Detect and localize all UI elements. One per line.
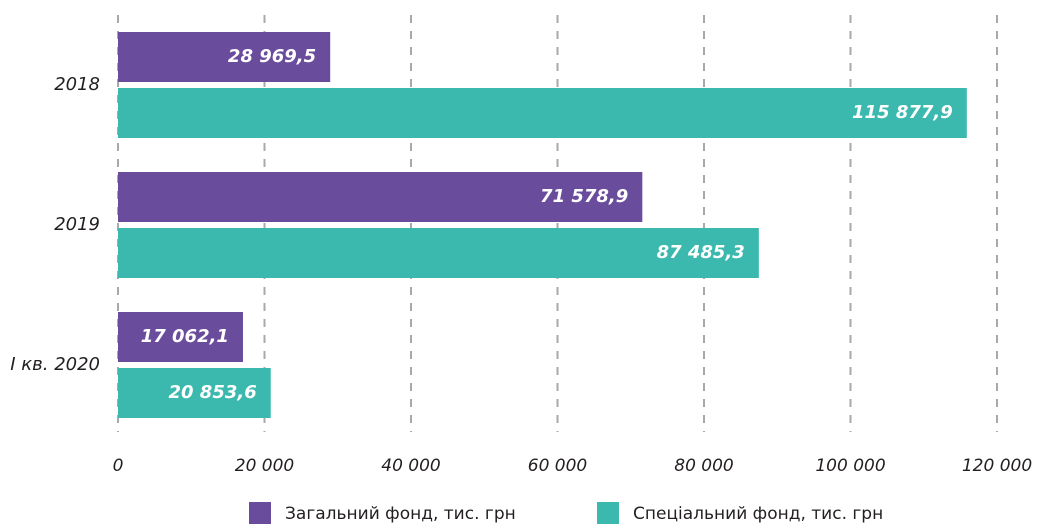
- value-label: 71 578,9: [540, 186, 628, 207]
- legend-label: Загальний фонд, тис. грн: [285, 504, 516, 524]
- legend-label: Спеціальний фонд, тис. грн: [633, 504, 883, 524]
- value-label: 20 853,6: [168, 382, 256, 403]
- category-label: 2019: [54, 214, 100, 235]
- value-label: 87 485,3: [657, 242, 745, 263]
- x-tick-label: 80 000: [674, 456, 733, 476]
- bar: [118, 172, 643, 222]
- category-label: 2018: [54, 74, 100, 95]
- bar: [118, 228, 759, 278]
- x-tick-label: 40 000: [381, 456, 440, 476]
- category-label: I кв. 2020: [10, 354, 100, 375]
- value-label: 17 062,1: [141, 326, 229, 347]
- bar: [118, 88, 967, 138]
- x-tick-label: 60 000: [528, 456, 587, 476]
- legend-swatch: [597, 502, 619, 524]
- x-tick-label: 120 000: [962, 456, 1032, 476]
- legend-swatch: [249, 502, 271, 524]
- value-label: 28 969,5: [228, 46, 316, 67]
- value-label: 115 877,9: [852, 102, 953, 123]
- x-tick-label: 20 000: [235, 456, 294, 476]
- bar: [118, 32, 331, 82]
- bar: [118, 312, 243, 362]
- x-tick-label: 100 000: [815, 456, 885, 476]
- x-tick-label: 0: [113, 456, 124, 476]
- bar: [118, 368, 271, 418]
